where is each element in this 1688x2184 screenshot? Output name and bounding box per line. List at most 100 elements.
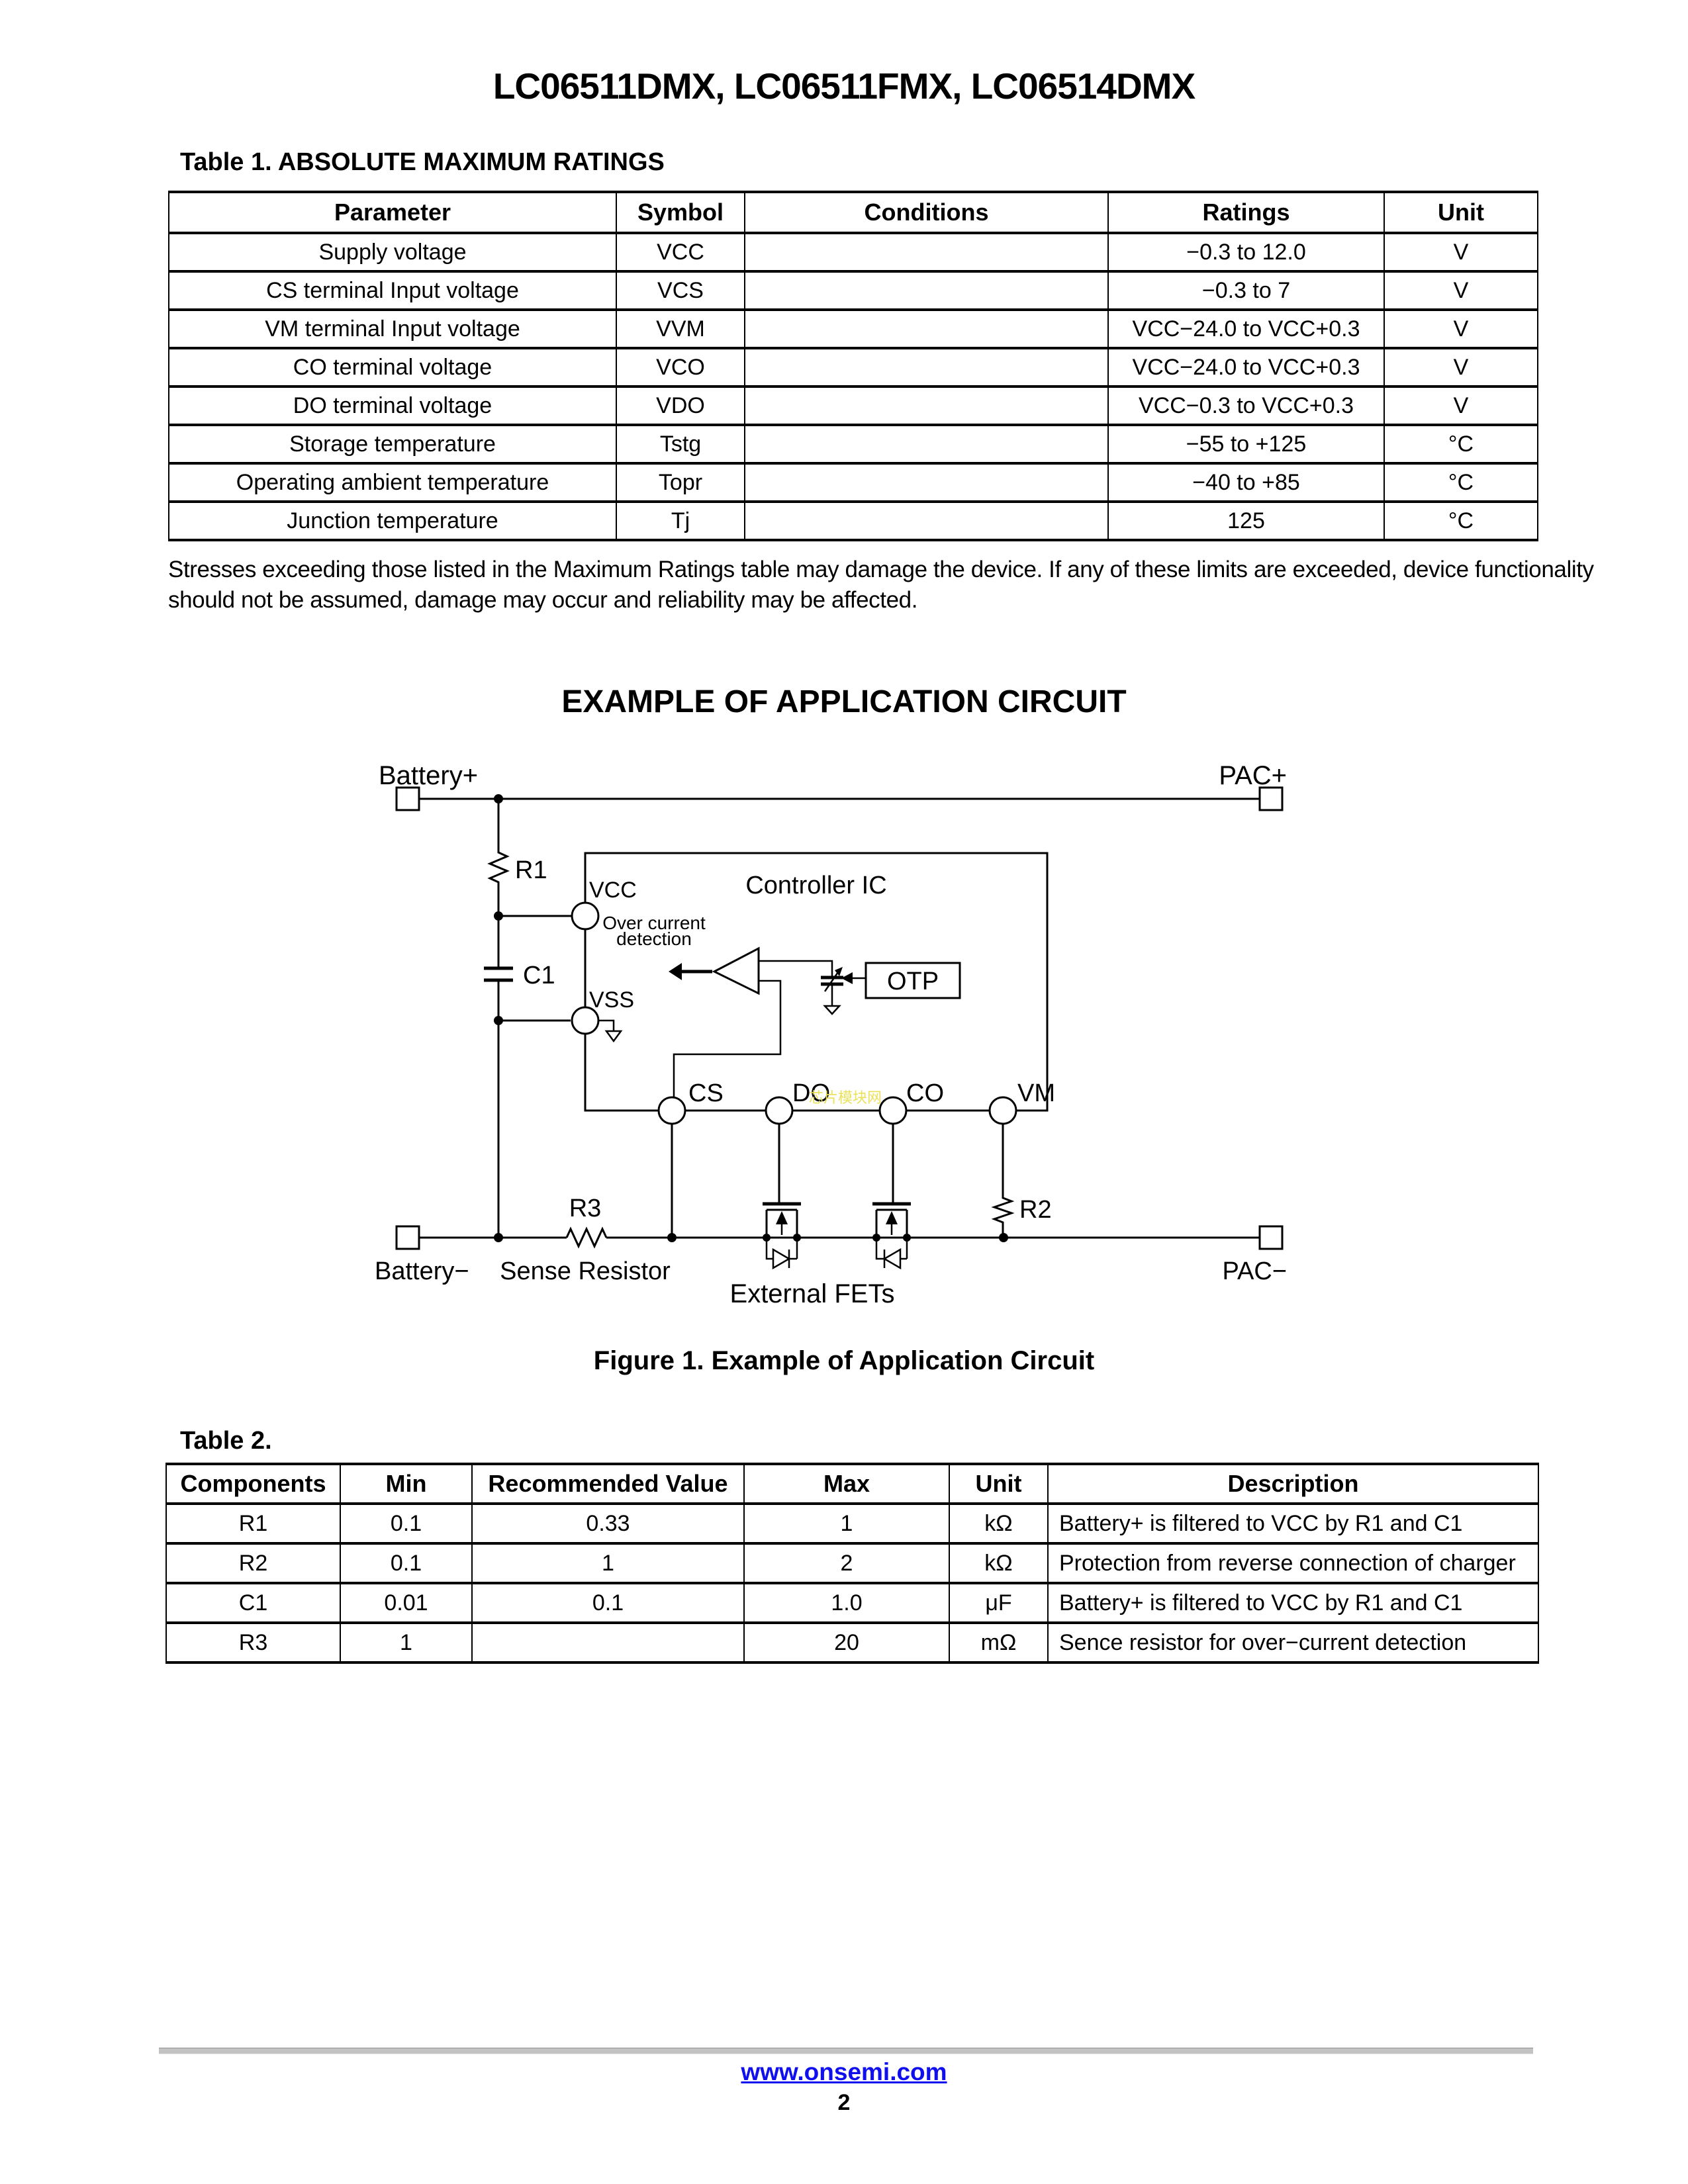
cs-pin — [657, 1096, 686, 1125]
cell-description: Protection from reverse connection of ch… — [1047, 1542, 1539, 1584]
vcc-pin — [571, 901, 600, 931]
page-title: LC06511DMX, LC06511FMX, LC06514DMX — [492, 66, 1196, 107]
co-pin — [878, 1096, 908, 1125]
table2-col-components: Components — [165, 1463, 341, 1505]
table2-col-description: Description — [1047, 1463, 1539, 1505]
cell-unit: mΩ — [949, 1621, 1049, 1664]
table2-header-row: Components Min Recommended Value Max Uni… — [165, 1463, 1539, 1505]
cell-conditions — [744, 424, 1109, 465]
vcc-pin-label: VCC — [589, 878, 637, 903]
table2-heading: Table 2. — [180, 1427, 272, 1455]
slash-arrowhead-icon — [835, 967, 843, 976]
onsemi-link[interactable]: www.onsemi.com — [741, 2058, 947, 2085]
vss-pin-label: VSS — [589, 987, 634, 1013]
cell-unit: °C — [1383, 500, 1538, 541]
ground-arrow-icon — [823, 1005, 841, 1015]
cell-max: 1 — [743, 1502, 950, 1545]
cell-ratings: −0.3 to 12.0 — [1107, 232, 1385, 273]
over-current-label-line2: detection — [616, 929, 692, 949]
cell-symbol: VCS — [616, 270, 745, 311]
c1-label: C1 — [523, 962, 555, 989]
otp-label: OTP — [887, 968, 939, 995]
cell-symbol: VVM — [616, 308, 745, 349]
page-number: 2 — [837, 2090, 851, 2115]
otp-arrowhead-icon — [841, 972, 853, 984]
ground-arrow-icon — [604, 1030, 623, 1043]
battery-minus-label: Battery− — [375, 1257, 469, 1285]
capacitor-c1 — [484, 966, 513, 1238]
cell-unit: μF — [949, 1582, 1049, 1624]
cell-unit: V — [1383, 270, 1538, 311]
co-pin-label: CO — [906, 1079, 944, 1107]
top-rail-wire — [395, 786, 1284, 811]
junction-dot — [999, 1233, 1008, 1242]
external-fet-1 — [763, 1202, 801, 1270]
cell-unit: V — [1383, 347, 1538, 388]
cell-symbol: Topr — [616, 462, 745, 503]
r3-label: R3 — [569, 1195, 602, 1222]
do-pin-label: DO — [792, 1079, 830, 1107]
table1-col-unit: Unit — [1383, 191, 1538, 234]
figure-caption: Figure 1. Example of Application Circuit — [593, 1346, 1095, 1375]
cell-unit: V — [1383, 232, 1538, 273]
table2-col-unit: Unit — [949, 1463, 1049, 1505]
junction-dot — [494, 1233, 503, 1242]
body-diode-icon — [772, 1248, 791, 1270]
cell-symbol: Tstg — [616, 424, 745, 465]
cell-min: 0.1 — [340, 1542, 473, 1584]
cell-max: 2 — [743, 1542, 950, 1584]
resistor-r1 — [487, 799, 510, 968]
comparator-top-wire — [759, 960, 833, 978]
cell-conditions — [744, 308, 1109, 349]
cell-ratings: −0.3 to 7 — [1107, 270, 1385, 311]
resistor-r3 — [565, 1226, 608, 1249]
cell-min: 0.01 — [340, 1582, 473, 1624]
cell-recommended: 0.33 — [471, 1502, 745, 1545]
table-row: C1 0.01 0.1 1.0 μF Battery+ is filtered … — [165, 1582, 1539, 1624]
cell-parameter: CS terminal Input voltage — [168, 270, 617, 311]
cell-parameter: Storage temperature — [168, 424, 617, 465]
table-row: Operating ambient temperature Topr −40 t… — [168, 462, 1538, 503]
section-heading: EXAMPLE OF APPLICATION CIRCUIT — [561, 684, 1127, 719]
table-row: CO terminal voltage VCO VCC−24.0 to VCC+… — [168, 347, 1538, 388]
table1-note: Stresses exceeding those listed in the M… — [168, 555, 1594, 615]
cell-parameter: Operating ambient temperature — [168, 462, 617, 503]
cell-symbol: VDO — [616, 385, 745, 426]
table-row: Storage temperature Tstg −55 to +125 °C — [168, 424, 1538, 465]
cell-unit: kΩ — [949, 1502, 1049, 1545]
table1-col-parameter: Parameter — [168, 191, 617, 234]
body-diode-icon — [882, 1248, 902, 1270]
table-row: R1 0.1 0.33 1 kΩ Battery+ is filtered to… — [165, 1502, 1539, 1545]
absolute-maximum-ratings-table: Parameter Symbol Conditions Ratings Unit… — [168, 191, 1538, 541]
cell-conditions — [744, 347, 1109, 388]
cell-conditions — [744, 385, 1109, 426]
pac-plus-label: PAC+ — [1219, 761, 1287, 790]
cell-recommended — [471, 1621, 745, 1664]
table-row: Junction temperature Tj 125 °C — [168, 500, 1538, 541]
battery-plus-label: Battery+ — [379, 761, 478, 790]
cell-max: 1.0 — [743, 1582, 950, 1624]
cell-conditions — [744, 270, 1109, 311]
trim-capacitor-symbol — [821, 967, 843, 1015]
cell-unit: V — [1383, 385, 1538, 426]
external-fet-2 — [872, 1202, 911, 1270]
cell-conditions — [744, 232, 1109, 273]
table1-header-row: Parameter Symbol Conditions Ratings Unit — [168, 191, 1538, 234]
table-row: DO terminal voltage VDO VCC−0.3 to VCC+0… — [168, 385, 1538, 426]
table2-col-recommended: Recommended Value — [471, 1463, 745, 1505]
vss-ground-symbol — [598, 1019, 623, 1043]
cell-unit: °C — [1383, 462, 1538, 503]
cell-description: Battery+ is filtered to VCC by R1 and C1 — [1047, 1582, 1539, 1624]
cell-parameter: VM terminal Input voltage — [168, 308, 617, 349]
cell-unit: kΩ — [949, 1542, 1049, 1584]
vm-pin — [988, 1096, 1017, 1125]
comparator-to-cs-wire — [673, 979, 782, 1097]
left-arrowhead-icon — [669, 963, 682, 980]
table-row: CS terminal Input voltage VCS −0.3 to 7 … — [168, 270, 1538, 311]
note-line-2: should not be assumed, damage may occur … — [168, 587, 918, 613]
pac-minus-terminal — [1258, 1225, 1284, 1250]
over-current-label-line1: Over current — [602, 913, 706, 933]
fet-arrow-icon — [776, 1211, 788, 1224]
cell-recommended: 0.1 — [471, 1582, 745, 1624]
